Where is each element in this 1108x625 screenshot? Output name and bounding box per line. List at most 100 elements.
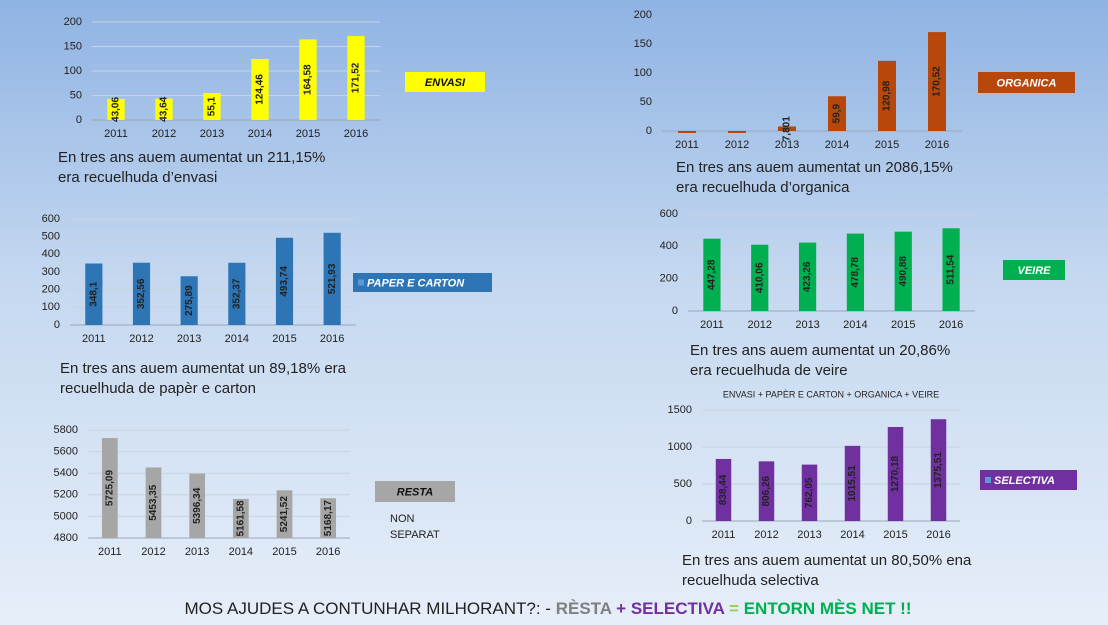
x-tick-label: 2012 bbox=[725, 139, 749, 151]
bar bbox=[798, 242, 817, 311]
y-tick-label: 0 bbox=[686, 515, 692, 527]
bar bbox=[180, 276, 198, 325]
caption: era recuelhuda de veire bbox=[690, 362, 848, 379]
value-label: 352,37 bbox=[231, 278, 242, 309]
y-tick-label: 200 bbox=[660, 273, 678, 285]
y-tick-label: 0 bbox=[54, 319, 60, 331]
legend-label: ORGANICA bbox=[997, 77, 1057, 89]
caption: En tres ans auem aumentat un 89,18% era bbox=[60, 360, 347, 377]
legend-label: PAPER E CARTON bbox=[367, 277, 465, 289]
x-tick-label: 2012 bbox=[152, 128, 176, 140]
footer-part: RÈSTA bbox=[556, 599, 612, 618]
caption: En tres ans auem aumentat un 20,86% bbox=[690, 342, 950, 359]
x-tick-label: 2014 bbox=[825, 139, 849, 151]
y-tick-label: 5800 bbox=[54, 424, 78, 436]
x-tick-label: 2012 bbox=[129, 333, 153, 345]
value-label: 1270,18 bbox=[890, 455, 901, 492]
value-label: 478,78 bbox=[850, 257, 861, 288]
x-tick-label: 2014 bbox=[229, 546, 253, 558]
y-tick-label: 5600 bbox=[54, 446, 78, 458]
legend-box bbox=[1003, 260, 1065, 280]
y-tick-label: 500 bbox=[674, 478, 692, 490]
y-tick-label: 0 bbox=[646, 125, 652, 137]
bar bbox=[894, 231, 912, 311]
caption: En tres ans auem aumentat un 80,50% ena bbox=[682, 552, 972, 569]
caption: SEPARAT bbox=[390, 529, 440, 541]
bar bbox=[828, 96, 846, 131]
bar bbox=[930, 419, 947, 521]
y-tick-label: 100 bbox=[634, 67, 652, 79]
legend-label: ENVASI bbox=[425, 77, 466, 89]
x-tick-label: 2016 bbox=[939, 319, 963, 331]
x-tick-label: 2011 bbox=[82, 333, 106, 345]
x-tick-label: 2011 bbox=[712, 529, 736, 541]
y-tick-label: 200 bbox=[42, 284, 60, 296]
x-tick-label: 2012 bbox=[748, 319, 772, 331]
bar bbox=[801, 464, 818, 521]
value-label: 275,89 bbox=[184, 285, 195, 316]
y-tick-label: 5000 bbox=[54, 510, 78, 522]
x-tick-label: 2011 bbox=[98, 546, 122, 558]
x-tick-label: 2013 bbox=[795, 319, 819, 331]
y-tick-label: 200 bbox=[634, 9, 652, 21]
value-label: 5168,17 bbox=[323, 500, 334, 537]
value-label: 5241,52 bbox=[279, 496, 290, 533]
value-label: 352,56 bbox=[136, 278, 147, 309]
bar bbox=[347, 35, 365, 120]
x-tick-label: 2011 bbox=[104, 128, 128, 140]
bar bbox=[101, 438, 118, 538]
x-tick-label: 2015 bbox=[272, 546, 296, 558]
y-tick-label: 1500 bbox=[668, 404, 692, 416]
bar bbox=[751, 244, 769, 311]
footer-part: ENTORN MÈS NET !! bbox=[744, 599, 912, 618]
y-tick-label: 600 bbox=[42, 213, 60, 225]
y-tick-label: 100 bbox=[42, 301, 60, 313]
y-tick-label: 400 bbox=[42, 248, 60, 260]
value-label: 521,93 bbox=[327, 263, 338, 294]
caption: NON bbox=[390, 513, 415, 525]
value-label: 59,9 bbox=[832, 103, 843, 123]
value-label: 1375,51 bbox=[933, 452, 944, 489]
x-tick-label: 2016 bbox=[344, 128, 368, 140]
y-tick-label: 5200 bbox=[54, 489, 78, 501]
x-tick-label: 2013 bbox=[797, 529, 821, 541]
x-tick-label: 2015 bbox=[883, 529, 907, 541]
y-tick-label: 50 bbox=[70, 89, 82, 101]
bar bbox=[758, 461, 775, 521]
x-tick-label: 2011 bbox=[675, 139, 699, 151]
bar bbox=[107, 98, 125, 120]
caption: era recuelhuda d’organica bbox=[676, 179, 850, 196]
y-tick-label: 50 bbox=[640, 96, 652, 108]
y-tick-label: 150 bbox=[64, 40, 82, 52]
x-tick-label: 2016 bbox=[926, 529, 950, 541]
x-tick-label: 2014 bbox=[225, 333, 249, 345]
value-label: 43,06 bbox=[111, 97, 122, 122]
bar bbox=[928, 32, 946, 131]
x-tick-label: 2015 bbox=[272, 333, 296, 345]
x-tick-label: 2012 bbox=[141, 546, 165, 558]
y-tick-label: 400 bbox=[660, 240, 678, 252]
x-tick-label: 2013 bbox=[177, 333, 201, 345]
y-tick-label: 600 bbox=[660, 208, 678, 220]
value-label: 43,64 bbox=[159, 96, 170, 121]
bar bbox=[228, 262, 246, 325]
legend-marker bbox=[358, 279, 364, 286]
legend-box bbox=[375, 481, 455, 502]
caption: En tres ans auem aumentat un 2086,15% bbox=[676, 159, 953, 176]
bar bbox=[275, 237, 294, 325]
value-label: 762,05 bbox=[804, 477, 815, 508]
value-label: 164,58 bbox=[303, 64, 314, 95]
footer-part: = bbox=[724, 599, 743, 618]
value-label: 170,52 bbox=[932, 66, 943, 97]
value-label: 490,88 bbox=[898, 256, 909, 287]
legend-box bbox=[353, 273, 492, 292]
value-label: 5725,09 bbox=[104, 470, 115, 507]
value-label: 511,54 bbox=[946, 254, 957, 284]
legend-label: SELECTIVA bbox=[994, 475, 1055, 487]
y-tick-label: 0 bbox=[672, 305, 678, 317]
bar bbox=[942, 228, 960, 311]
chart-title: ENVASI + PAPÈR E CARTON + ORGANICA + VEI… bbox=[723, 389, 939, 399]
value-label: 806,26 bbox=[761, 475, 772, 506]
caption: recuelhuda selectiva bbox=[682, 572, 819, 589]
value-label: 5453,35 bbox=[148, 484, 159, 521]
